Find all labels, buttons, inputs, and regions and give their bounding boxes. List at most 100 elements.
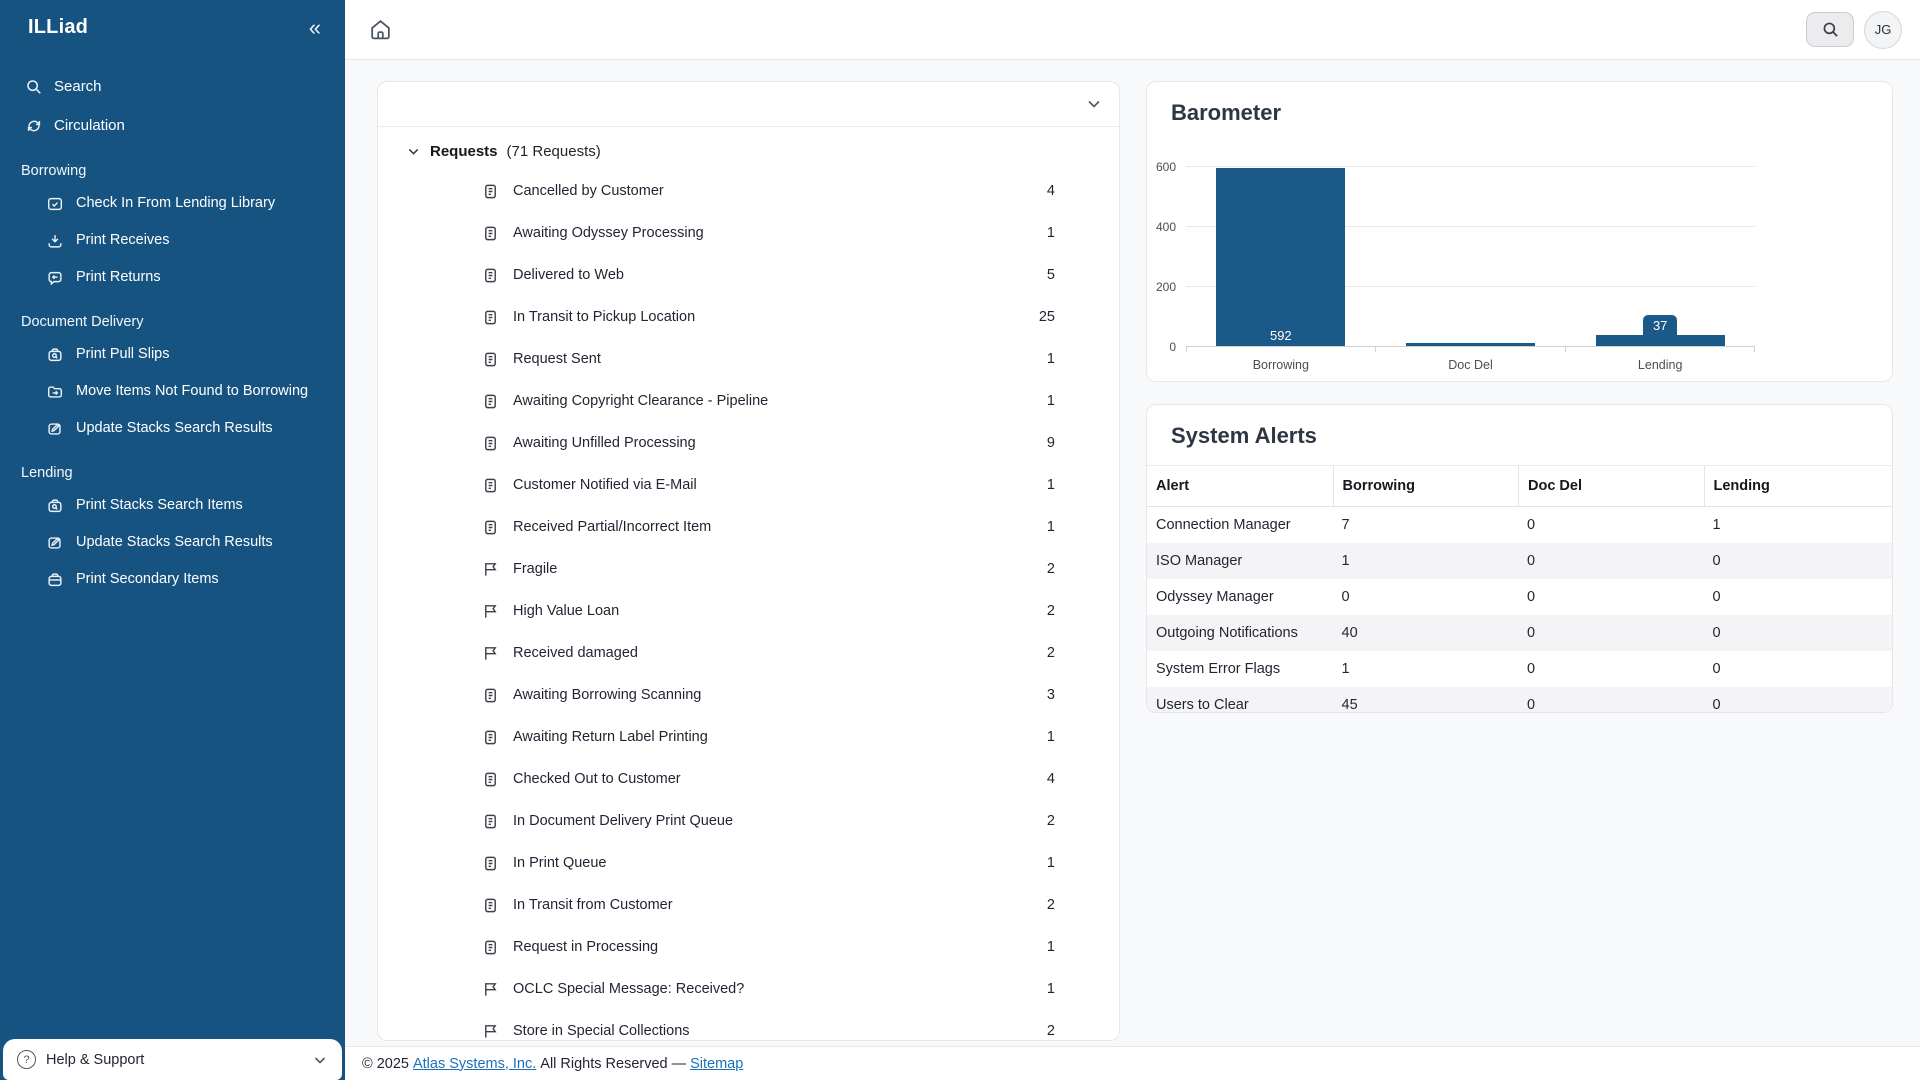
request-status-label: Request in Processing — [513, 939, 659, 955]
request-status-row[interactable]: Customer Notified via E-Mail 1 — [378, 464, 1119, 506]
sidebar-item-circulation[interactable]: Circulation — [0, 106, 345, 145]
x-axis-label: Doc Del — [1448, 358, 1493, 372]
alert-name: Connection Manager — [1156, 517, 1291, 533]
system-alerts-title: System Alerts — [1171, 423, 1317, 448]
global-search-button[interactable] — [1806, 12, 1854, 47]
help-support-button[interactable]: ? Help & Support — [3, 1039, 342, 1080]
request-status-label: Fragile — [513, 561, 558, 577]
axis-tick — [1565, 346, 1566, 352]
request-count: 1 — [1046, 939, 1055, 955]
barometer-card: Barometer 600 400 200 0 592 — [1146, 81, 1893, 382]
sidebar-item-update-stacks-search-results-dd[interactable]: Update Stacks Search Results — [0, 410, 345, 447]
y-tick-label: 200 — [1155, 280, 1176, 294]
search-icon — [1821, 20, 1840, 39]
alert-row[interactable]: Odyssey Manager 0 0 0 — [1147, 579, 1892, 615]
document-icon — [482, 477, 499, 494]
chart-bar-slot: 37 Lending — [1565, 166, 1755, 372]
alert-lending-value: 0 — [1712, 697, 1721, 713]
sidebar-item-print-receives[interactable]: Print Receives — [0, 222, 345, 259]
request-status-row[interactable]: Awaiting Odyssey Processing 1 — [378, 212, 1119, 254]
request-status-row[interactable]: Request in Processing 1 — [378, 926, 1119, 968]
document-icon — [482, 267, 499, 284]
sidebar-item-print-secondary-items[interactable]: Print Secondary Items — [0, 561, 345, 598]
sidebar-item-check-in-from-lending-library[interactable]: Check In From Lending Library — [0, 185, 345, 222]
request-count: 3 — [1046, 687, 1055, 703]
document-icon — [482, 225, 499, 242]
alert-borrowing-value: 45 — [1341, 697, 1358, 713]
request-status-row[interactable]: Store in Special Collections 2 — [378, 1010, 1119, 1040]
sidebar-item-label: Update Stacks Search Results — [76, 420, 273, 436]
chart-bar[interactable] — [1595, 335, 1725, 346]
request-status-row[interactable]: High Value Loan 2 — [378, 590, 1119, 632]
request-status-label: In Transit to Pickup Location — [513, 309, 696, 325]
alert-row[interactable]: Outgoing Notifications 40 0 0 — [1147, 615, 1892, 651]
x-axis-label: Lending — [1637, 358, 1683, 372]
request-status-row[interactable]: In Transit from Customer 2 — [378, 884, 1119, 926]
alert-name: Users to Clear — [1156, 697, 1249, 713]
request-status-label: Cancelled by Customer — [513, 183, 664, 199]
request-count: 4 — [1046, 183, 1055, 199]
sitemap-link[interactable]: Sitemap — [690, 1055, 744, 1072]
request-status-row[interactable]: Awaiting Copyright Clearance - Pipeline … — [378, 380, 1119, 422]
request-count: 2 — [1046, 561, 1055, 577]
alert-row[interactable]: Connection Manager 7 0 1 — [1147, 507, 1892, 543]
sidebar: ILLiad « Search Circulation Borrowing Ch… — [0, 0, 345, 1080]
request-status-row[interactable]: Awaiting Unfilled Processing 9 — [378, 422, 1119, 464]
bag-search-icon — [46, 497, 64, 515]
request-status-row[interactable]: In Document Delivery Print Queue 2 — [378, 800, 1119, 842]
alert-lending-value: 0 — [1712, 553, 1721, 569]
company-link[interactable]: Atlas Systems, Inc. — [412, 1055, 537, 1072]
request-count: 1 — [1046, 393, 1055, 409]
sidebar-collapse-button[interactable]: « — [308, 14, 321, 40]
request-status-row[interactable]: Cancelled by Customer 4 — [378, 170, 1119, 212]
sidebar-section-lending: Lending — [21, 465, 73, 481]
document-icon — [482, 393, 499, 410]
request-status-row[interactable]: Awaiting Borrowing Scanning 3 — [378, 674, 1119, 716]
chart-bar[interactable] — [1406, 343, 1535, 346]
request-count: 2 — [1046, 1023, 1055, 1039]
alert-row[interactable]: System Error Flags 1 0 0 — [1147, 651, 1892, 687]
request-status-row[interactable]: Fragile 2 — [378, 548, 1119, 590]
request-status-row[interactable]: In Transit to Pickup Location 25 — [378, 296, 1119, 338]
sidebar-item-move-items-not-found-to-borrowing[interactable]: Move Items Not Found to Borrowing — [0, 373, 345, 410]
document-icon — [482, 687, 499, 704]
document-icon — [482, 771, 499, 788]
sidebar-item-label: Move Items Not Found to Borrowing — [76, 383, 309, 399]
user-avatar[interactable]: JG — [1864, 10, 1902, 49]
request-status-row[interactable]: Awaiting Return Label Printing 1 — [378, 716, 1119, 758]
home-button[interactable] — [365, 15, 395, 45]
request-status-row[interactable]: Received damaged 2 — [378, 632, 1119, 674]
sidebar-item-print-pull-slips[interactable]: Print Pull Slips — [0, 336, 345, 373]
help-support-label: Help & Support — [46, 1051, 145, 1068]
sidebar-item-print-stacks-search-items[interactable]: Print Stacks Search Items — [0, 487, 345, 524]
top-bar: JG — [345, 0, 1920, 60]
request-count: 1 — [1046, 855, 1055, 871]
copyright-text: © 2025 — [362, 1055, 409, 1072]
circulation-icon — [25, 117, 43, 135]
request-status-row[interactable]: Request Sent 1 — [378, 338, 1119, 380]
request-status-row[interactable]: Received Partial/Incorrect Item 1 — [378, 506, 1119, 548]
sidebar-item-label: Print Stacks Search Items — [76, 497, 243, 513]
alert-row[interactable]: ISO Manager 1 0 0 — [1147, 543, 1892, 579]
flag-icon — [482, 561, 499, 578]
flag-icon — [482, 603, 499, 620]
requests-group-toggle[interactable]: Requests (71 Requests) — [378, 127, 1119, 170]
main-content: Requests (71 Requests) Cancelled by Cust… — [345, 60, 1920, 1046]
chart-bar[interactable]: 592 — [1216, 168, 1346, 346]
request-status-row[interactable]: Checked Out to Customer 4 — [378, 758, 1119, 800]
sidebar-item-update-stacks-search-results-lending[interactable]: Update Stacks Search Results — [0, 524, 345, 561]
document-icon — [482, 855, 499, 872]
request-status-row[interactable]: OCLC Special Message: Received? 1 — [378, 968, 1119, 1010]
alert-row[interactable]: Users to Clear 45 0 0 — [1147, 687, 1892, 713]
request-status-label: In Print Queue — [513, 855, 607, 871]
sidebar-item-print-returns[interactable]: Print Returns — [0, 259, 345, 296]
sidebar-item-search[interactable]: Search — [0, 67, 345, 106]
chevron-down-icon[interactable] — [1085, 95, 1103, 113]
barometer-title: Barometer — [1171, 100, 1282, 125]
request-status-label: In Document Delivery Print Queue — [513, 813, 734, 829]
request-status-row[interactable]: In Print Queue 1 — [378, 842, 1119, 884]
request-status-row[interactable]: Delivered to Web 5 — [378, 254, 1119, 296]
gridline — [1186, 166, 1755, 167]
rights-text: All Rights Reserved — [540, 1055, 668, 1072]
request-status-label: Awaiting Copyright Clearance - Pipeline — [513, 393, 769, 409]
